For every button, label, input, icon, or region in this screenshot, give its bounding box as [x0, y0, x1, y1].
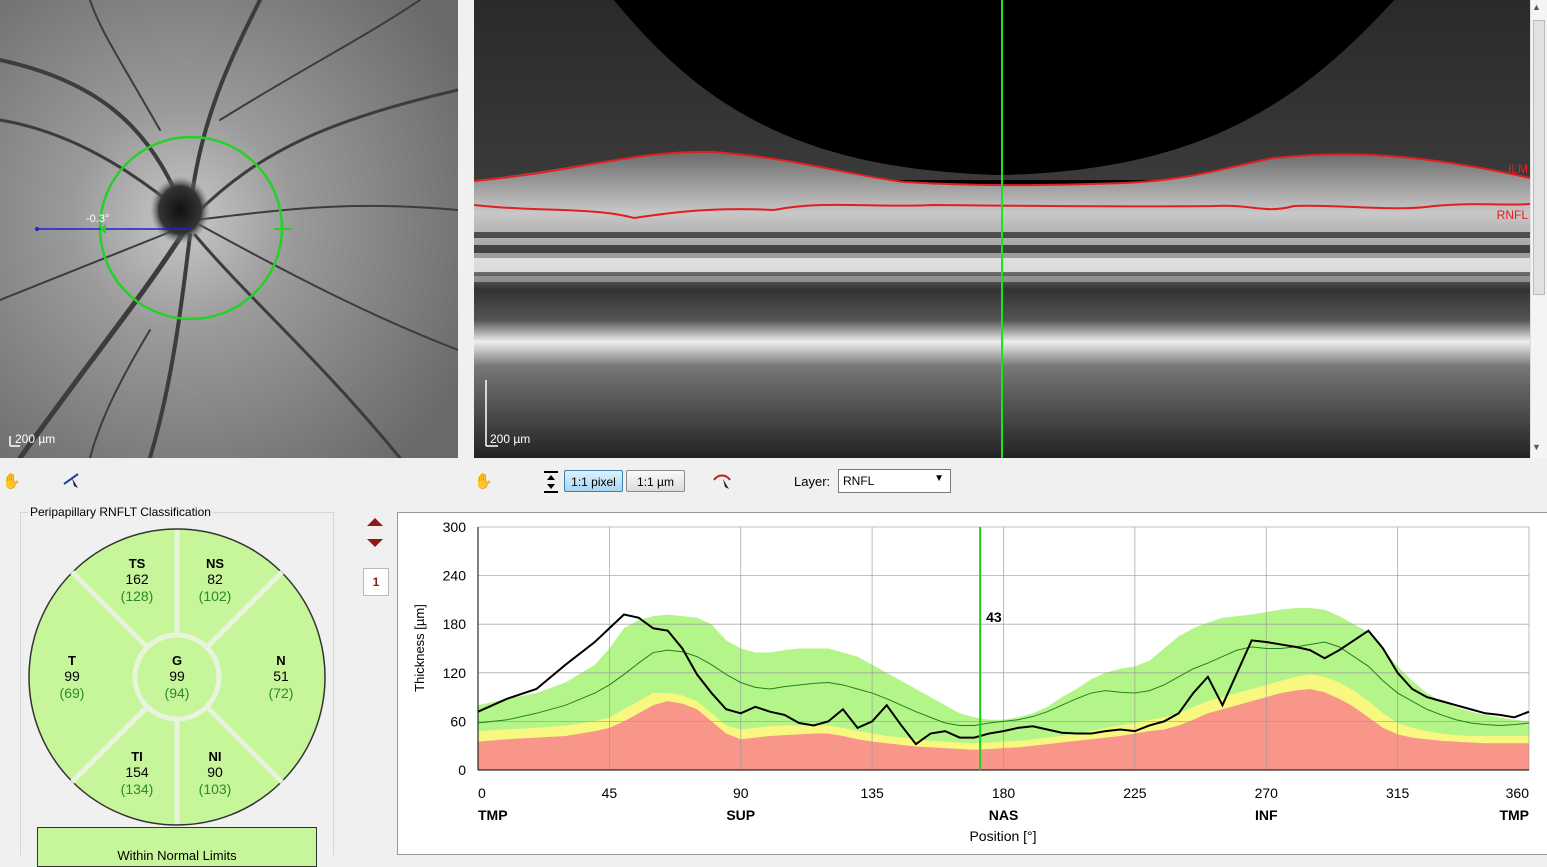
layer-select[interactable]: RNFL ▼ — [838, 469, 951, 493]
scroll-down-icon[interactable]: ▼ — [1532, 442, 1541, 452]
sector-ti-value: 154 — [125, 764, 149, 780]
sector-ns-ref: (102) — [199, 588, 232, 604]
vertical-scrollbar[interactable]: ▲ ▼ — [1530, 0, 1547, 458]
sector-t-ref: (69) — [60, 685, 85, 701]
angle-label: -0.3° — [86, 213, 110, 225]
angle-line-start — [35, 227, 39, 231]
segmentation-lines — [474, 150, 1530, 220]
sector-ni-value: 90 — [207, 764, 223, 780]
x-tick-label: 45 — [602, 785, 618, 801]
measured-thickness-line — [477, 613, 1530, 746]
classification-result-label: Within Normal Limits — [117, 848, 237, 863]
sector-n-ref: (72) — [269, 685, 294, 701]
normal-mean-line — [477, 641, 1530, 726]
thickness-chart[interactable]: 43 0 60 120 180 240 300 0 45 90 135 180 225 270 315 36… — [397, 512, 1547, 855]
sector-n-value: 51 — [273, 668, 289, 684]
ilm-label: ILM — [1507, 162, 1528, 176]
pixel-scale-button[interactable]: 1:1 pixel — [564, 470, 623, 492]
sector-position-label: INF — [1255, 807, 1278, 823]
cursor-value-label: 43 — [986, 609, 1002, 625]
x-tick-label: 135 — [860, 785, 884, 801]
um-scale-button[interactable]: 1:1 µm — [626, 470, 685, 492]
sector-n-name: N — [276, 653, 285, 668]
scroll-thumb[interactable] — [1533, 20, 1545, 295]
retinal-vessels — [0, 0, 458, 458]
fundus-scale-label: 200 µm — [15, 432, 56, 446]
sector-ni-ref: (103) — [199, 781, 232, 797]
x-tick-label: 0 — [478, 785, 486, 801]
x-axis-label: Position [°] — [969, 828, 1036, 844]
sector-ti-name: TI — [131, 749, 143, 764]
sector-global-circle — [132, 632, 222, 722]
y-axis-label: Thickness [µm] — [412, 604, 427, 692]
arrow-up-icon[interactable] — [366, 515, 384, 533]
vitreous-shadow — [474, 0, 1394, 175]
x-tick-label: 180 — [992, 785, 1016, 801]
sector-ts-value: 162 — [125, 571, 149, 587]
y-tick-label: 180 — [443, 616, 467, 632]
y-tick-label: 120 — [443, 665, 467, 681]
y-tick-label: 240 — [443, 568, 467, 584]
sector-ns-value: 82 — [207, 571, 223, 587]
sector-g-value: 99 — [169, 668, 185, 684]
sector-ns-name: NS — [206, 556, 224, 571]
sector-position-label: TMP — [1499, 807, 1529, 823]
hand-pan-icon[interactable]: ✋ — [474, 473, 493, 490]
scan-start-marker — [100, 224, 106, 234]
sector-ti-ref: (134) — [121, 781, 154, 797]
y-tick-label: 300 — [443, 519, 467, 535]
fit-height-icon[interactable] — [542, 470, 560, 499]
x-tick-label: 315 — [1386, 785, 1410, 801]
chevron-down-icon[interactable]: ▼ — [934, 473, 944, 484]
y-tick-label: 60 — [450, 713, 466, 729]
hand-pan-icon[interactable]: ✋ — [2, 473, 21, 490]
sector-position-label: TMP — [478, 807, 508, 823]
vitreous — [474, 0, 1530, 180]
sector-g-ref: (94) — [165, 685, 190, 701]
rnfl-line — [474, 203, 1530, 220]
sector-diagram: TS 162 (128) NS 82 (102) T 99 (69) G 99 … — [28, 528, 326, 826]
oct-scale-label: 200 µm — [490, 432, 531, 446]
sector-t-value: 99 — [64, 668, 80, 684]
page-number[interactable]: 1 — [363, 568, 389, 596]
sector-ts-ref: (128) — [121, 588, 154, 604]
classification-title: Peripapillary RNFLT Classification — [28, 505, 213, 519]
scroll-up-icon[interactable]: ▲ — [1532, 2, 1541, 12]
classification-result: Within Normal Limits — [37, 827, 317, 867]
caliper-icon[interactable] — [712, 472, 734, 497]
layer-select-value: RNFL — [843, 474, 875, 488]
layer-label: Layer: — [794, 474, 831, 489]
sector-ts-name: TS — [129, 556, 146, 571]
sector-position-label: NAS — [989, 807, 1019, 823]
y-tick-label: 0 — [458, 762, 466, 778]
measure-cursor-icon[interactable] — [62, 470, 82, 495]
oct-bscan[interactable]: ILM RNFL 200 µm — [474, 0, 1530, 458]
x-tick-label: 360 — [1506, 785, 1530, 801]
x-tick-label: 90 — [733, 785, 749, 801]
ilm-line — [474, 150, 1530, 187]
rnfl-label: RNFL — [1496, 208, 1528, 222]
sector-g-name: G — [172, 653, 182, 668]
thickness-chart-svg: 43 0 60 120 180 240 300 0 45 90 135 180 225 270 315 36… — [412, 519, 1530, 844]
sector-ni-name: NI — [209, 749, 222, 764]
x-tick-label: 225 — [1123, 785, 1147, 801]
sector-t-name: T — [68, 653, 76, 668]
optic-disc — [150, 176, 210, 244]
fundus-drawing — [0, 0, 458, 458]
fundus-image[interactable]: -0.3° 200 µm — [0, 0, 458, 458]
oct-drawing — [474, 0, 1530, 458]
arrow-down-icon[interactable] — [366, 536, 384, 554]
sector-position-label: SUP — [726, 807, 755, 823]
x-tick-label: 270 — [1255, 785, 1279, 801]
